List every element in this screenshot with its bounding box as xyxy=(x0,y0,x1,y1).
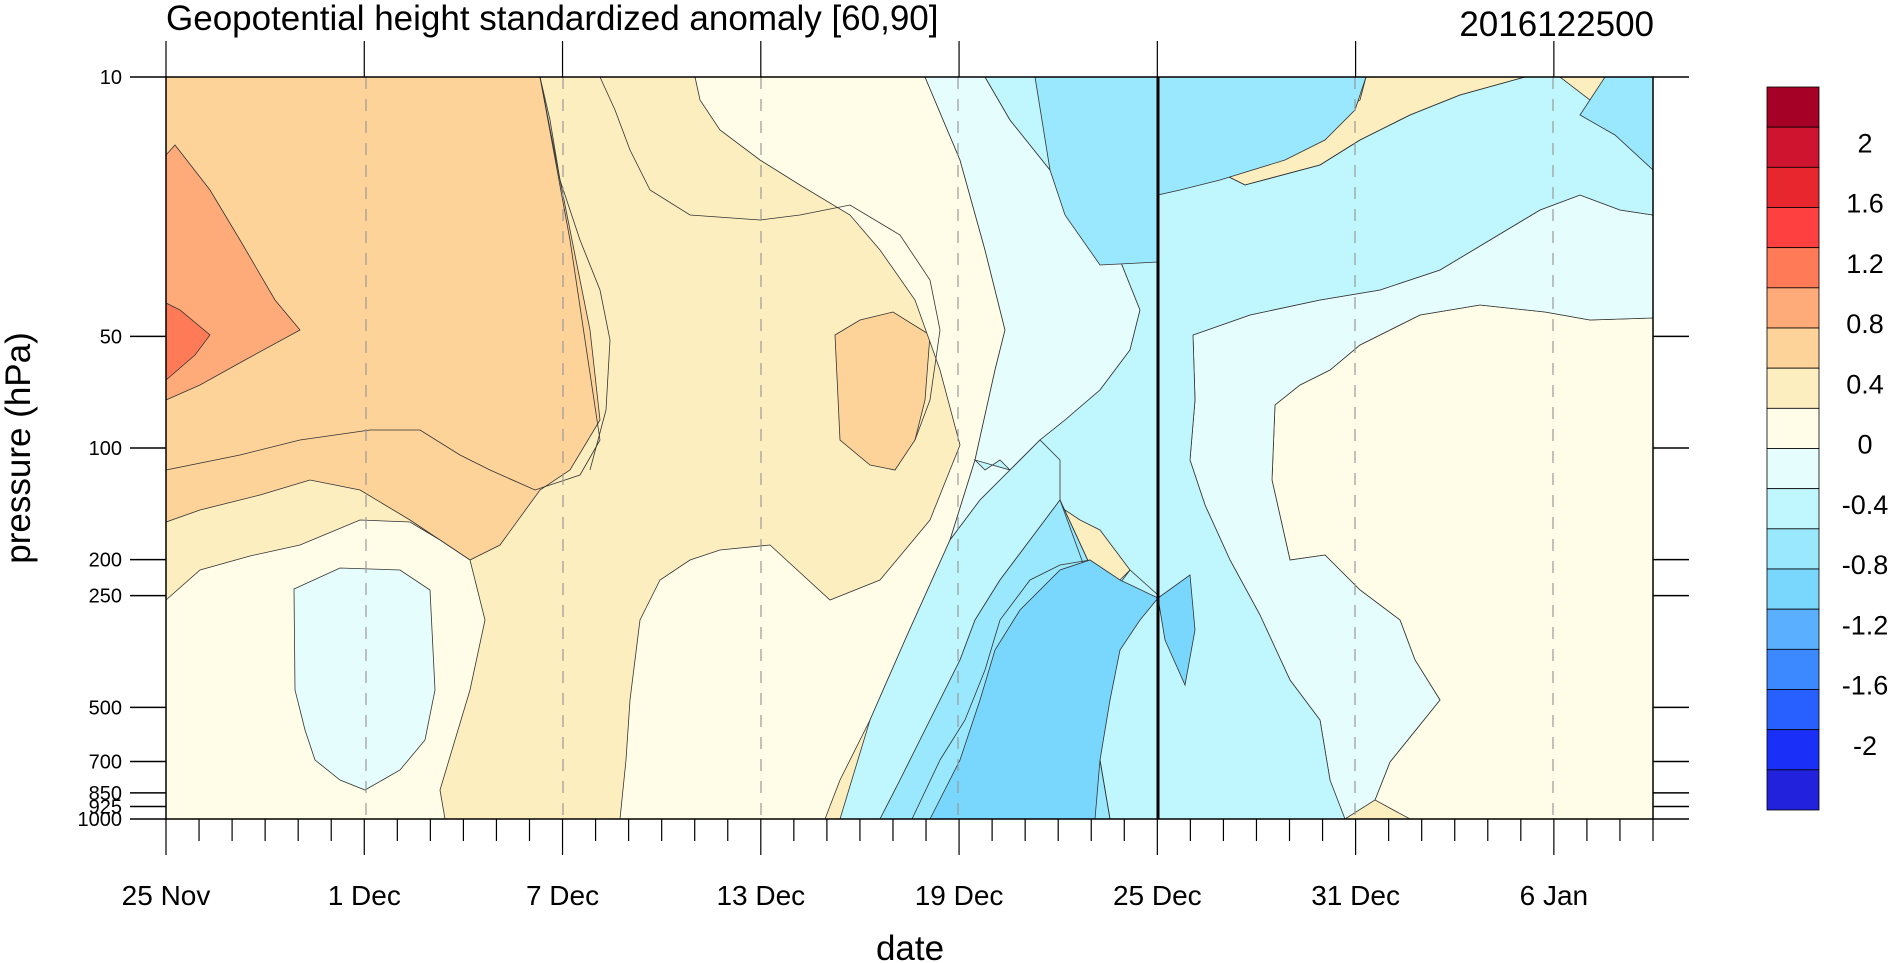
colorbar-swatch xyxy=(1766,729,1820,771)
colorbar-swatch xyxy=(1766,608,1820,650)
contour-fill-0.8b xyxy=(165,76,601,491)
colorbar-swatch xyxy=(1766,86,1820,128)
x-tick-label: 7 Dec xyxy=(526,880,599,911)
contour-fill-neg0.7b xyxy=(1157,574,1196,687)
y-tick-label: 500 xyxy=(89,697,122,719)
y-tick-label: 50 xyxy=(100,326,122,348)
colorbar-label: 1.2 xyxy=(1846,249,1884,279)
colorbar-label: 0 xyxy=(1857,430,1872,460)
colorbar-label: -1.6 xyxy=(1842,671,1889,701)
colorbar-swatch xyxy=(1766,407,1820,449)
x-axis: 25 Nov 1 Dec 7 Dec 13 Dec 19 Dec 25 Dec 31 Dec… xyxy=(122,41,1654,911)
y-tick-label: 10 xyxy=(100,67,122,89)
x-tick-label: 1 Dec xyxy=(328,880,401,911)
colorbar-swatch xyxy=(1766,207,1820,249)
x-tick-label: 31 Dec xyxy=(1311,880,1400,911)
y-tick-label: 100 xyxy=(89,438,122,460)
contour-fill-neg0.1c xyxy=(293,567,436,791)
chart-title: Geopotential height standardized anomaly… xyxy=(166,0,938,38)
colorbar-swatch xyxy=(1766,769,1820,811)
x-gridlines xyxy=(365,77,1554,819)
colorbar-swatch xyxy=(1766,568,1820,610)
colorbar: 2 1.6 1.2 0.8 0.4 0 -0.4 -0.8 -1.2 -1.6 -2 xyxy=(1766,86,1889,811)
colorbar-swatch xyxy=(1766,488,1820,530)
colorbar-swatch xyxy=(1766,689,1820,731)
x-tick-label: 25 Dec xyxy=(1113,880,1202,911)
colorbar-swatch xyxy=(1766,528,1820,570)
colorbar-swatch xyxy=(1766,367,1820,409)
colorbar-swatch xyxy=(1766,126,1820,168)
colorbar-swatch xyxy=(1766,166,1820,208)
colorbar-label: 0.4 xyxy=(1846,369,1884,399)
x-tick-label: 19 Dec xyxy=(915,880,1004,911)
colorbar-label: -0.8 xyxy=(1842,550,1889,580)
plot-area xyxy=(165,76,1654,820)
y-tick-label: 1000 xyxy=(78,809,123,831)
y-tick-label: 250 xyxy=(89,586,122,608)
colorbar-swatch xyxy=(1766,648,1820,690)
y-tick-label: 200 xyxy=(89,550,122,572)
y-tick-label: 850 xyxy=(89,783,122,805)
contour-line-0.2 xyxy=(599,76,941,441)
x-tick-label: 6 Jan xyxy=(1520,880,1589,911)
x-tick-label: 25 Nov xyxy=(122,880,211,911)
y-tick-label: 925 xyxy=(89,796,122,818)
date-stamp: 2016122500 xyxy=(1459,5,1654,44)
x-tick-label: 13 Dec xyxy=(716,880,805,911)
y-tick-label: 700 xyxy=(89,752,122,774)
colorbar-label: -1.2 xyxy=(1842,610,1889,640)
colorbar-swatch xyxy=(1766,287,1820,329)
contour-fill-0.6-blob xyxy=(834,311,931,471)
contour-fill-neg0.7a xyxy=(929,559,1159,820)
colorbar-label: 2 xyxy=(1857,128,1872,158)
colorbar-swatch xyxy=(1766,448,1820,490)
colorbar-swatch xyxy=(1766,327,1820,369)
colorbar-swatch xyxy=(1766,247,1820,289)
colorbar-label: -2 xyxy=(1853,731,1877,761)
y-axis-title: pressure (hPa) xyxy=(0,332,38,563)
colorbar-label: -0.4 xyxy=(1842,490,1889,520)
x-axis-title: date xyxy=(876,929,944,963)
colorbar-label: 1.6 xyxy=(1846,189,1884,219)
colorbar-label: 0.8 xyxy=(1846,309,1884,339)
contour-line-0.4a xyxy=(539,76,611,471)
